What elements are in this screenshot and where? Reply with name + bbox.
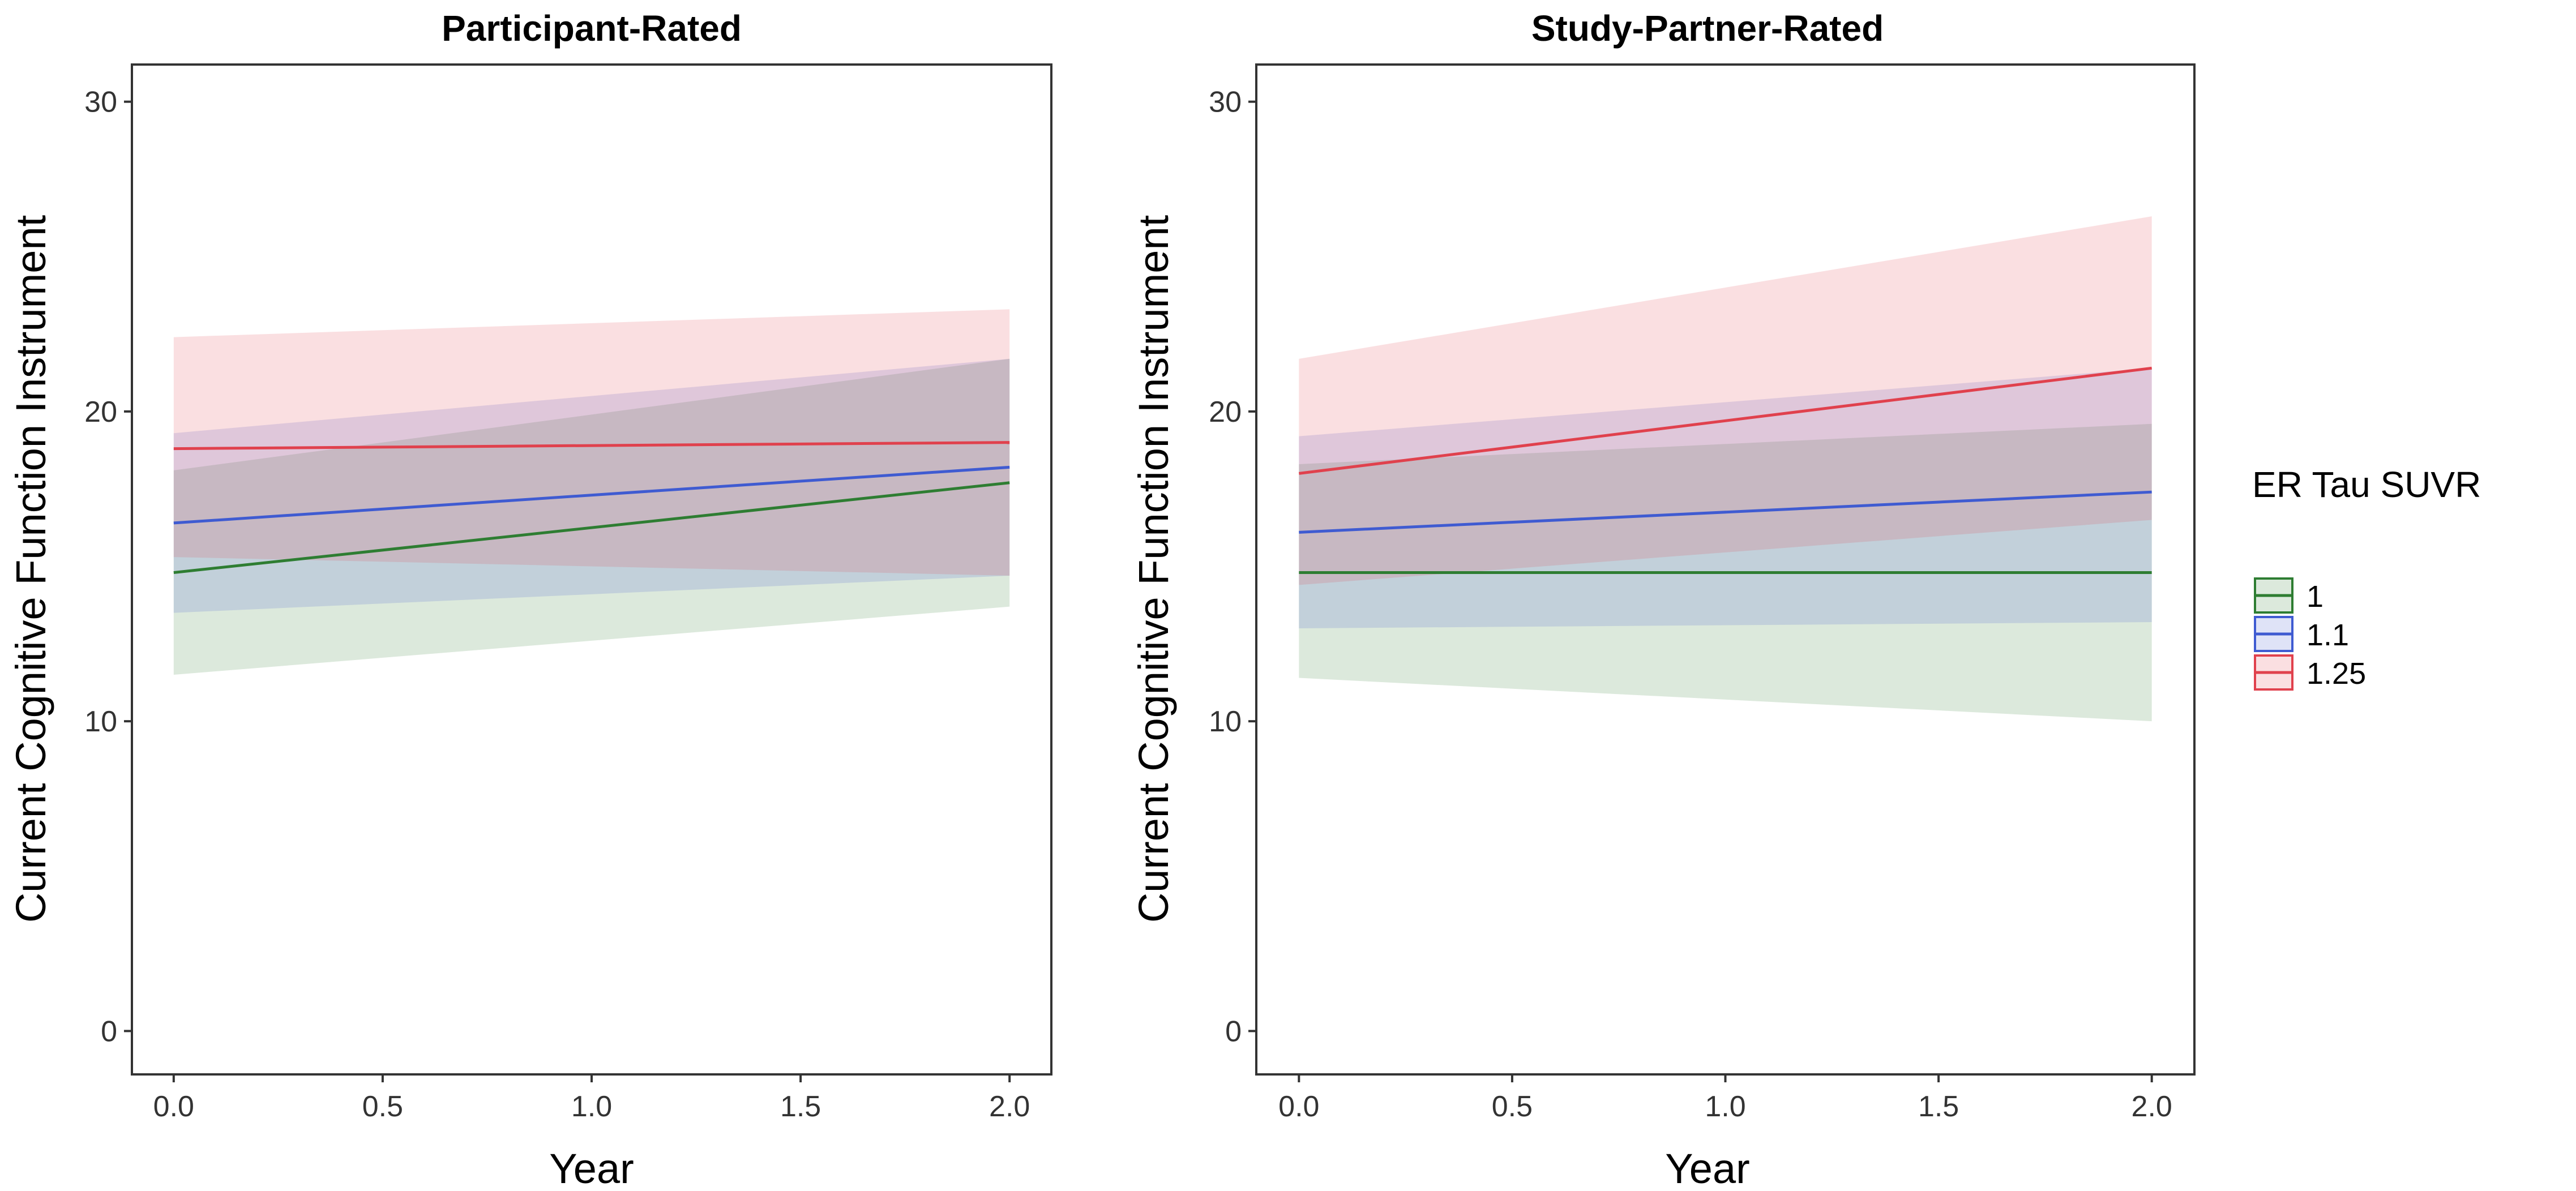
legend-item-1-1: 1.1 (2254, 616, 2349, 652)
trend-lines (173, 441, 1010, 574)
y-axis: 0 10 20 30 (84, 86, 132, 1048)
legend-item-1-25: 1.25 (2254, 654, 2366, 691)
y-axis-title: Current Cognitive Function Instrument (1130, 215, 1177, 923)
x-tick-label: 2.0 (2132, 1090, 2172, 1123)
x-axis-title: Year (1665, 1145, 1750, 1191)
legend-label: 1.25 (2307, 657, 2366, 691)
x-axis-title: Year (549, 1145, 634, 1191)
trend-line-series-1-1 (1299, 490, 2152, 534)
trend-line-series-1-1 (173, 465, 1010, 525)
panel-title: Participant-Rated (442, 8, 742, 49)
x-tick-label: 1.0 (571, 1090, 612, 1123)
y-axis-title: Current Cognitive Function Instrument (7, 215, 54, 923)
trend-line-series-1-25 (1299, 366, 2152, 475)
trend-line-series-1 (173, 481, 1010, 574)
y-axis: 0 10 20 30 (1209, 86, 1256, 1048)
trend-lines (1299, 366, 2152, 574)
y-tick-label: 20 (1209, 396, 1242, 429)
x-tick-label: 0.0 (153, 1090, 194, 1123)
y-tick-label: 0 (1225, 1015, 1242, 1048)
legend-label: 1.1 (2307, 618, 2349, 652)
ci-band-series-1-25 (1299, 216, 2152, 585)
x-axis: 0.0 0.5 1.0 1.5 2.0 (1278, 1074, 2172, 1123)
y-tick-label: 10 (1209, 705, 1242, 738)
y-tick-label: 0 (101, 1015, 117, 1048)
legend-keys: 1 1.1 1.25 (2254, 577, 2366, 691)
legend: ER Tau SUVR 1 1.1 1.25 (2252, 464, 2481, 691)
panel-study-partner-rated: Study-Partner-Rated 0 10 20 30 0.0 0.5 1.0 1.5… (1130, 8, 2196, 1191)
x-tick-label: 2.0 (989, 1090, 1030, 1123)
ci-band-series-1-1 (1299, 368, 2152, 628)
x-axis: 0.0 0.5 1.0 1.5 2.0 (153, 1074, 1030, 1123)
legend-item-1: 1 (2254, 577, 2323, 614)
legend-label: 1 (2307, 580, 2323, 614)
y-tick-label: 30 (1209, 86, 1242, 119)
x-tick-label: 1.5 (1918, 1090, 1959, 1123)
ci-band-series-1 (173, 358, 1010, 675)
x-tick-label: 0.5 (362, 1090, 403, 1123)
y-tick-label: 30 (84, 86, 117, 119)
y-tick-label: 10 (84, 705, 117, 738)
trend-line-series-1-25 (173, 441, 1010, 451)
legend-title: ER Tau SUVR (2252, 464, 2481, 505)
y-tick-label: 20 (84, 396, 117, 429)
x-tick-label: 1.5 (780, 1090, 821, 1123)
x-tick-label: 0.0 (1278, 1090, 1319, 1123)
x-tick-label: 0.5 (1492, 1090, 1533, 1123)
panel-title: Study-Partner-Rated (1531, 8, 1884, 49)
x-tick-label: 1.0 (1705, 1090, 1745, 1123)
panel-participant-rated: Participant-Rated 0 10 20 30 0.0 0.5 1.0 1.5 2.… (7, 8, 1052, 1191)
